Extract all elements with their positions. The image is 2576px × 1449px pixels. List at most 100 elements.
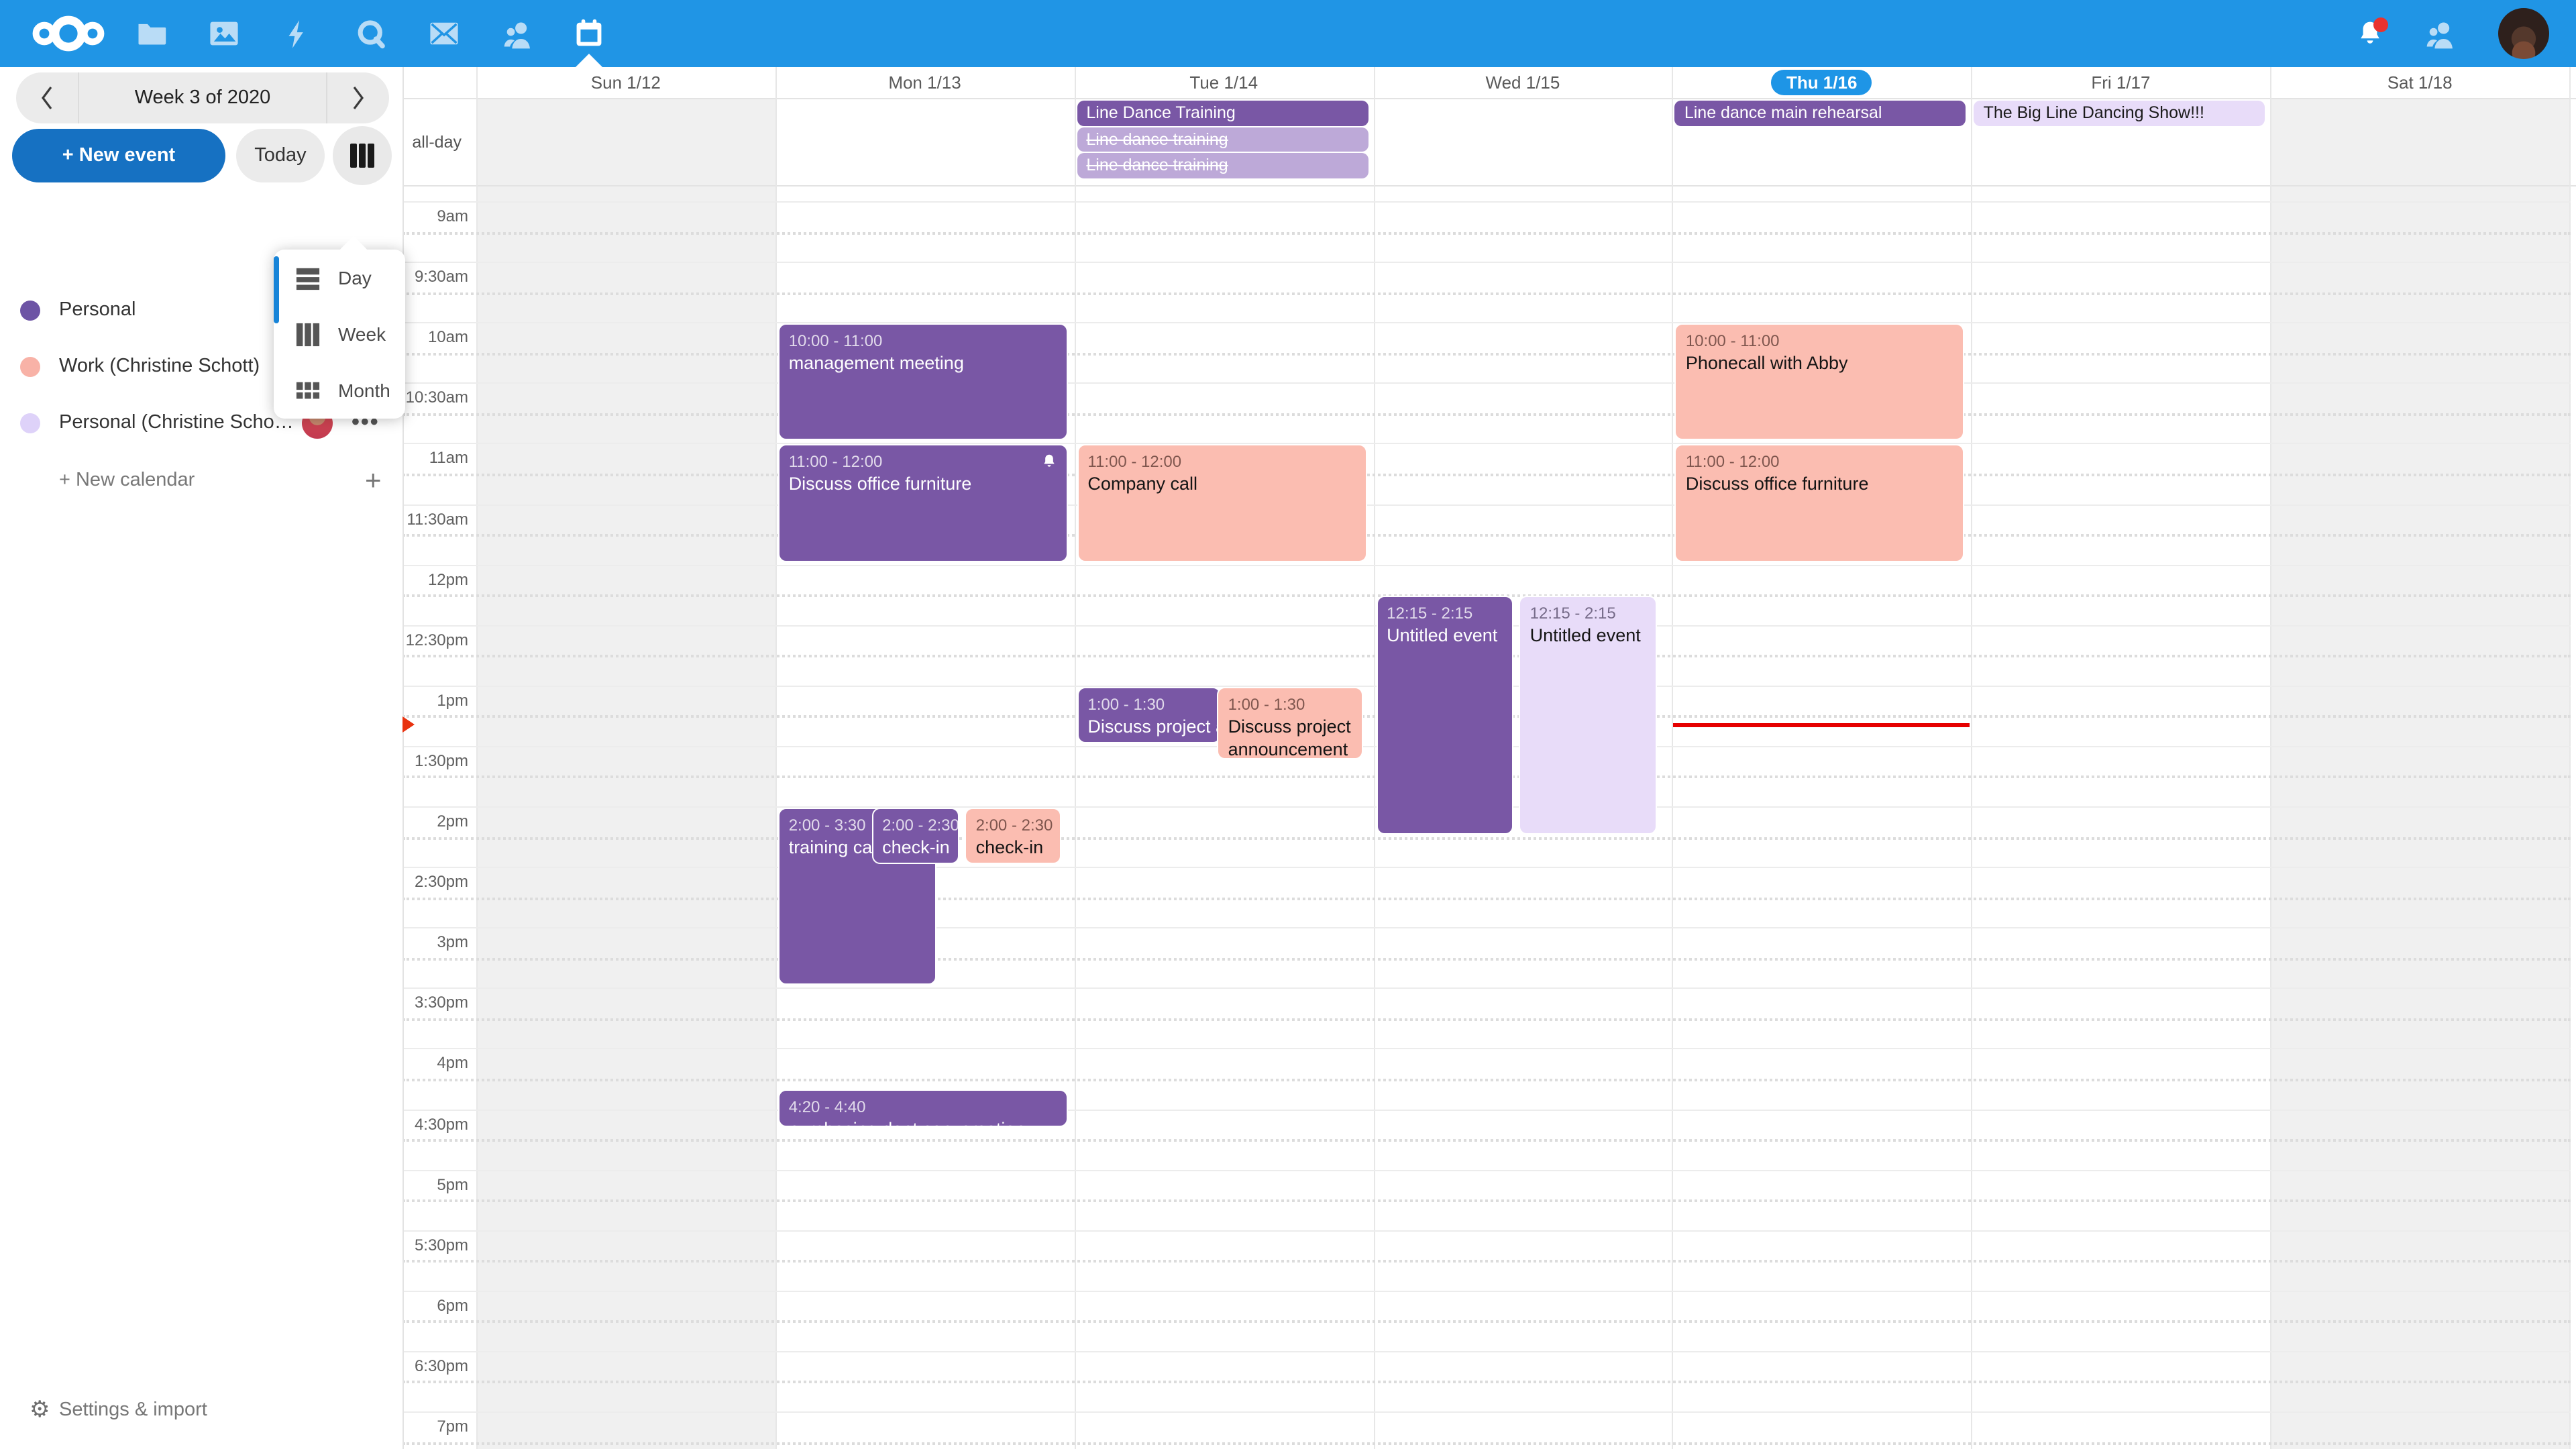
event-title: Phonecall with Abby: [1685, 353, 1848, 374]
column-divider: [1373, 67, 1375, 1449]
event-card[interactable]: 12:15 - 2:15 Untitled event: [1376, 596, 1514, 835]
event-card[interactable]: 2:00 - 2:30 check-in: [965, 808, 1062, 865]
column-divider: [476, 67, 478, 1449]
all-day-event[interactable]: Line dance training: [1077, 153, 1368, 178]
allday-border: [402, 185, 2576, 186]
hour-gridline: [402, 201, 2571, 203]
user-avatar[interactable]: [2498, 8, 2549, 59]
hour-gridline: [402, 867, 2571, 869]
event-time: 2:00 - 2:30: [882, 816, 959, 835]
event-card[interactable]: 4:20 - 4:40purchasing dept conversation: [777, 1089, 1068, 1127]
event-card[interactable]: 11:00 - 12:00 Discuss office furniture: [777, 444, 1068, 562]
hour-gridline: [402, 1048, 2571, 1050]
event-title: Discuss project announcement: [1228, 716, 1351, 759]
current-time-line: [1673, 723, 1970, 727]
event-card[interactable]: 10:00 - 11:00 Phonecall with Abby: [1674, 323, 1965, 441]
event-time: 11:00 - 12:00: [1087, 452, 1182, 472]
talk-icon[interactable]: [337, 0, 404, 67]
time-label: 4pm: [437, 1053, 468, 1073]
view-menu-item-day[interactable]: Day: [274, 250, 405, 306]
time-label: 1pm: [437, 690, 468, 710]
event-title: Discuss office furniture: [1685, 474, 1869, 494]
day-header-sun[interactable]: Sun 1/12: [476, 67, 775, 98]
time-label: 1:30pm: [414, 751, 468, 770]
hour-gridline: [402, 443, 2571, 445]
all-day-event[interactable]: Line dance training: [1077, 127, 1368, 152]
event-time: 11:00 - 12:00: [1685, 452, 1780, 472]
quarter-gridline: [402, 1018, 2571, 1021]
notification-badge: [2373, 17, 2388, 32]
time-label: 10:30am: [405, 388, 468, 407]
hour-gridline: [402, 262, 2571, 264]
day-header-mon[interactable]: Mon 1/13: [775, 67, 1075, 98]
new-event-button[interactable]: + New event: [12, 129, 225, 182]
event-card[interactable]: 12:15 - 2:15 Untitled event: [1519, 596, 1657, 835]
week-label[interactable]: Week 3 of 2020: [134, 87, 271, 109]
header-border: [402, 98, 2576, 99]
view-menu-item-label: Day: [338, 267, 372, 288]
all-day-event[interactable]: The Big Line Dancing Show!!!: [1974, 101, 2265, 125]
quarter-gridline: [402, 1442, 2571, 1445]
calendar-icon[interactable]: [556, 0, 623, 67]
month-view-icon: [295, 378, 321, 403]
folder-icon[interactable]: [118, 0, 185, 67]
hour-gridline: [402, 504, 2571, 505]
event-card[interactable]: 2:00 - 3:30 training call: [777, 808, 936, 985]
settings-import-button[interactable]: ⚙ Settings & import: [0, 1385, 402, 1438]
day-header-label: Mon 1/13: [888, 72, 961, 93]
calendar-list-item[interactable]: Work (Christine Schott): [0, 338, 402, 394]
event-card[interactable]: 10:00 - 11:00 management meeting: [777, 323, 1068, 441]
calendar-name: Work (Christine Schott): [59, 356, 260, 377]
divider: [326, 72, 327, 123]
notifications-bell-icon[interactable]: [2340, 0, 2399, 67]
lightning-icon[interactable]: [264, 0, 331, 67]
event-title: Untitled event: [1529, 625, 1641, 646]
day-header-thu[interactable]: Thu 1/16: [1672, 67, 1972, 98]
view-menu-item-month[interactable]: Month: [274, 362, 405, 419]
all-day-event[interactable]: Line Dance Training: [1077, 101, 1368, 125]
quarter-gridline: [402, 837, 2571, 840]
column-divider: [775, 67, 777, 1449]
quarter-gridline: [402, 534, 2571, 537]
day-header-fri[interactable]: Fri 1/17: [1972, 67, 2271, 98]
day-header-wed[interactable]: Wed 1/15: [1373, 67, 1672, 98]
day-header-sat[interactable]: Sat 1/18: [2270, 67, 2569, 98]
time-label: 2pm: [437, 812, 468, 830]
photos-icon[interactable]: [191, 0, 258, 67]
time-label: 4:30pm: [414, 1114, 468, 1133]
view-toggle-button[interactable]: [333, 126, 392, 185]
time-label: 6pm: [437, 1295, 468, 1315]
current-time-marker: [402, 716, 415, 733]
quarter-gridline: [402, 292, 2571, 295]
new-calendar-label: + New calendar: [59, 470, 195, 491]
contacts-menu-icon[interactable]: [2410, 0, 2469, 67]
event-title: Untitled event: [1387, 625, 1498, 646]
gear-icon: ⚙: [30, 1397, 50, 1424]
quarter-gridline: [402, 897, 2571, 900]
previous-week-button[interactable]: [16, 72, 78, 123]
all-day-event[interactable]: Line dance main rehearsal: [1674, 101, 1966, 125]
next-week-button[interactable]: [327, 72, 389, 123]
mail-icon[interactable]: [410, 0, 477, 67]
event-card[interactable]: 11:00 - 12:00 Discuss office furniture: [1674, 444, 1965, 562]
nextcloud-logo-icon[interactable]: [30, 11, 107, 63]
day-header-tue[interactable]: Tue 1/14: [1074, 67, 1373, 98]
event-title: check-in: [975, 837, 1044, 857]
new-calendar-button[interactable]: + New calendar +: [0, 456, 402, 510]
view-menu-item-week[interactable]: Week: [274, 306, 405, 362]
contacts-icon[interactable]: [483, 0, 550, 67]
event-card[interactable]: 2:00 - 2:30 check-in: [871, 808, 960, 865]
event-time: 12:15 - 2:15: [1529, 604, 1616, 623]
today-button[interactable]: Today: [236, 129, 325, 182]
hour-gridline: [402, 322, 2571, 324]
quarter-gridline: [402, 1078, 2571, 1081]
hour-gridline: [402, 1109, 2571, 1110]
calendar-list-item[interactable]: Personal: [0, 282, 402, 338]
calendar-name: Personal: [59, 299, 136, 321]
time-label: 2:30pm: [414, 872, 468, 892]
event-card[interactable]: 11:00 - 12:00 Company call: [1077, 444, 1367, 562]
week-grid: Sun 1/12 Mon 1/13 Tue 1/14 Wed 1/15 Thu 1/16…: [0, 67, 2576, 1449]
quarter-gridline: [402, 1320, 2571, 1324]
